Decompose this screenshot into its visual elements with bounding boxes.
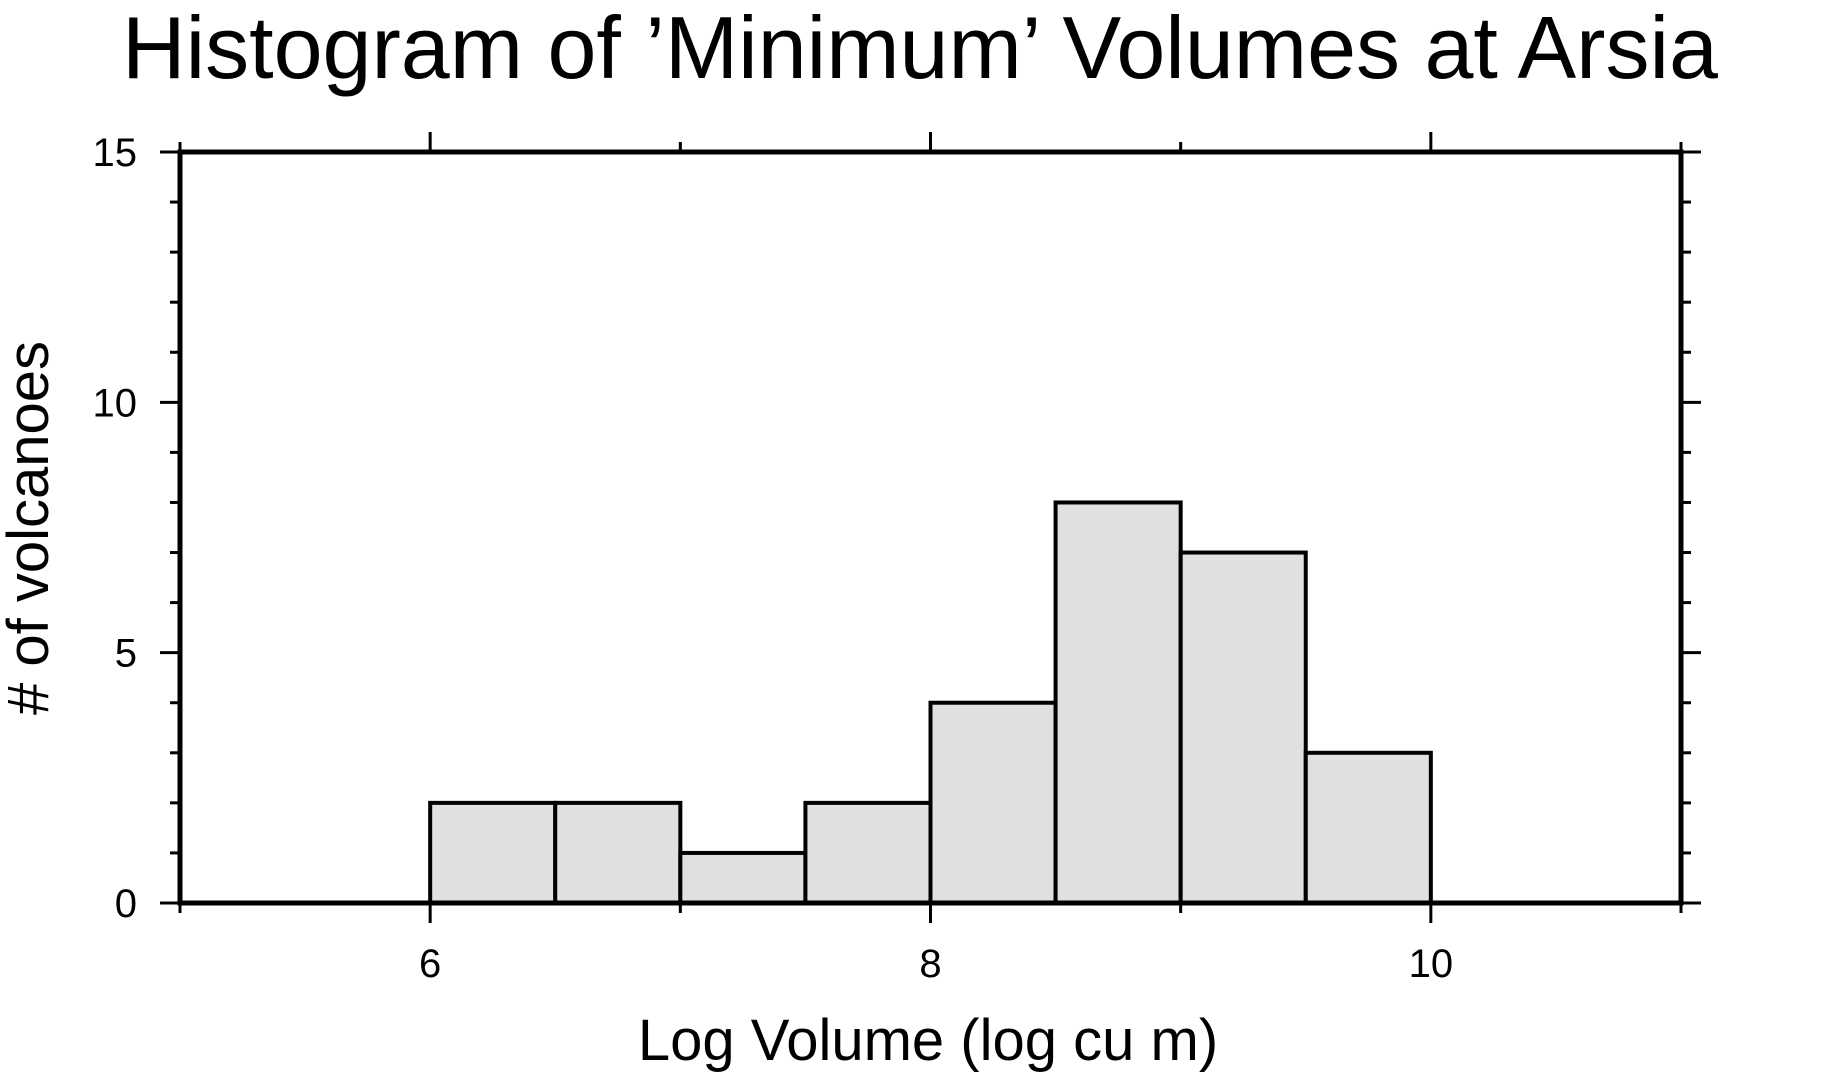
histogram-bar xyxy=(928,700,1058,905)
histogram-bar xyxy=(678,850,808,906)
y-tick-label: 0 xyxy=(115,882,137,926)
histogram-bar xyxy=(428,800,558,905)
histogram-bar xyxy=(1053,500,1183,905)
x-axis-label: Log Volume (log cu m) xyxy=(638,1008,1218,1073)
bars-group xyxy=(428,500,1433,906)
x-tick-label: 6 xyxy=(419,942,441,986)
y-tick-label: 5 xyxy=(115,632,137,676)
tick-labels-group: 6 8 10 0 5 10 15 xyxy=(93,131,1454,986)
chart-title: Histogram of ’Minimum’ Volumes at Arsia xyxy=(122,0,1718,97)
histogram-bar xyxy=(803,800,933,905)
histogram-bar xyxy=(1303,750,1433,905)
y-axis-label: # of volcanoes xyxy=(0,341,61,715)
x-tick-label: 10 xyxy=(1409,942,1454,986)
plot-frame xyxy=(177,149,1684,906)
histogram-bar xyxy=(553,800,683,905)
x-tick-label: 8 xyxy=(919,942,941,986)
y-tick-label: 10 xyxy=(93,381,138,425)
y-tick-label: 15 xyxy=(93,131,138,175)
histogram-bar xyxy=(1178,550,1308,905)
